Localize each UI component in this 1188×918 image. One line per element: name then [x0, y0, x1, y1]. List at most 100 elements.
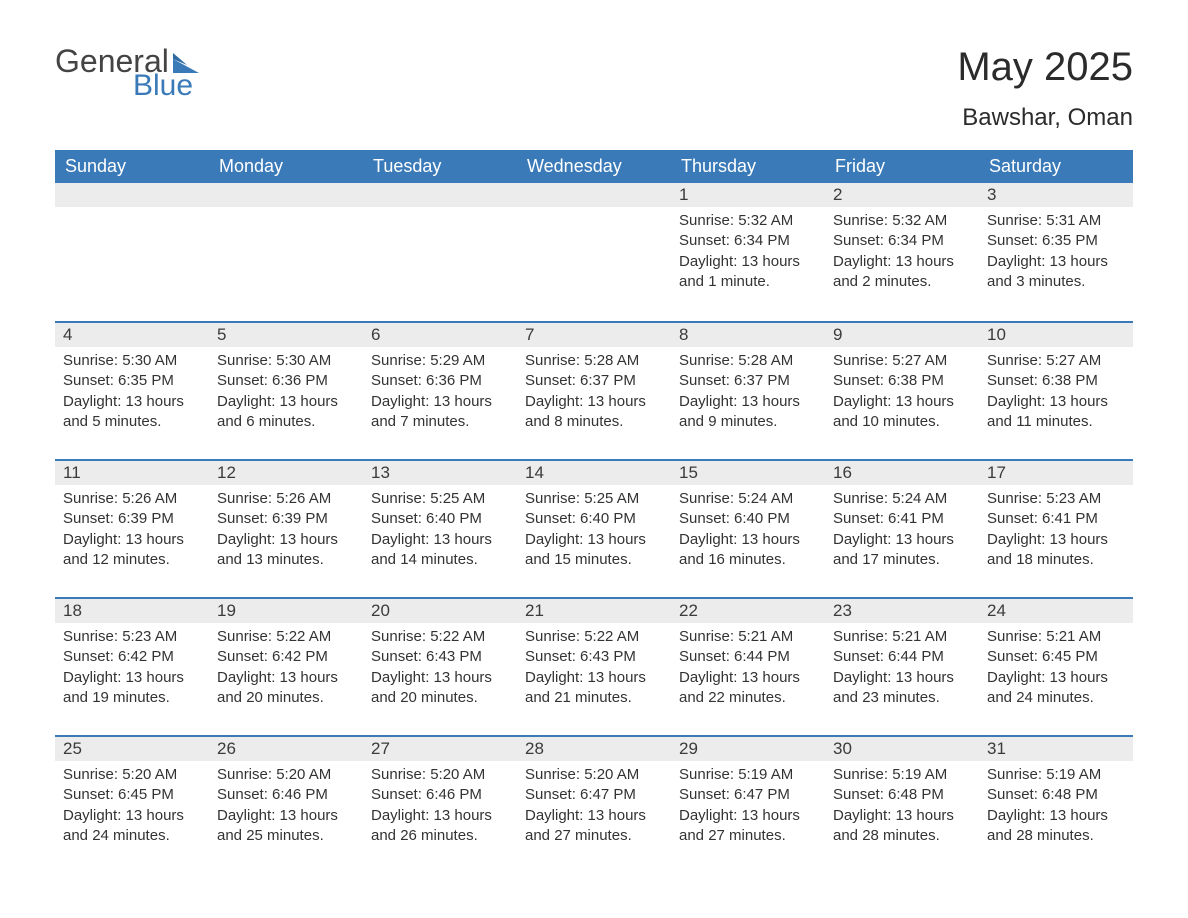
- weekday-header: Tuesday: [363, 150, 517, 183]
- sunrise-line: Sunrise: 5:32 AM: [679, 211, 817, 231]
- sunrise-line: Sunrise: 5:24 AM: [679, 489, 817, 509]
- calendar-empty-cell: [517, 183, 671, 321]
- daylight-line: Daylight: 13 hours and 13 minutes.: [217, 530, 355, 571]
- calendar-day-cell: 17Sunrise: 5:23 AMSunset: 6:41 PMDayligh…: [979, 459, 1133, 597]
- weekday-header: Wednesday: [517, 150, 671, 183]
- calendar-day-cell: 10Sunrise: 5:27 AMSunset: 6:38 PMDayligh…: [979, 321, 1133, 459]
- daylight-line: Daylight: 13 hours and 5 minutes.: [63, 392, 201, 433]
- empty-daynum-bar: [55, 183, 209, 207]
- sunrise-line: Sunrise: 5:19 AM: [679, 765, 817, 785]
- daylight-line: Daylight: 13 hours and 25 minutes.: [217, 806, 355, 847]
- calendar-day-cell: 29Sunrise: 5:19 AMSunset: 6:47 PMDayligh…: [671, 735, 825, 873]
- daylight-line: Daylight: 13 hours and 20 minutes.: [217, 668, 355, 709]
- sunrise-line: Sunrise: 5:20 AM: [525, 765, 663, 785]
- daylight-line: Daylight: 13 hours and 8 minutes.: [525, 392, 663, 433]
- day-number: 22: [671, 597, 825, 623]
- calendar-day-cell: 14Sunrise: 5:25 AMSunset: 6:40 PMDayligh…: [517, 459, 671, 597]
- sunset-line: Sunset: 6:42 PM: [63, 647, 201, 667]
- sunset-line: Sunset: 6:41 PM: [987, 509, 1125, 529]
- calendar-week-row: 11Sunrise: 5:26 AMSunset: 6:39 PMDayligh…: [55, 459, 1133, 597]
- day-body: Sunrise: 5:25 AMSunset: 6:40 PMDaylight:…: [517, 485, 671, 578]
- calendar-empty-cell: [363, 183, 517, 321]
- sunset-line: Sunset: 6:38 PM: [987, 371, 1125, 391]
- day-body: Sunrise: 5:20 AMSunset: 6:45 PMDaylight:…: [55, 761, 209, 854]
- sunset-line: Sunset: 6:44 PM: [833, 647, 971, 667]
- calendar-day-cell: 22Sunrise: 5:21 AMSunset: 6:44 PMDayligh…: [671, 597, 825, 735]
- sunrise-line: Sunrise: 5:26 AM: [63, 489, 201, 509]
- daylight-line: Daylight: 13 hours and 12 minutes.: [63, 530, 201, 571]
- calendar-day-cell: 21Sunrise: 5:22 AMSunset: 6:43 PMDayligh…: [517, 597, 671, 735]
- sunset-line: Sunset: 6:46 PM: [217, 785, 355, 805]
- sunset-line: Sunset: 6:44 PM: [679, 647, 817, 667]
- daylight-line: Daylight: 13 hours and 24 minutes.: [987, 668, 1125, 709]
- calendar-day-cell: 4Sunrise: 5:30 AMSunset: 6:35 PMDaylight…: [55, 321, 209, 459]
- sunset-line: Sunset: 6:39 PM: [217, 509, 355, 529]
- sunset-line: Sunset: 6:36 PM: [371, 371, 509, 391]
- day-number: 11: [55, 459, 209, 485]
- day-body: Sunrise: 5:22 AMSunset: 6:43 PMDaylight:…: [363, 623, 517, 716]
- day-number: 20: [363, 597, 517, 623]
- weekday-header: Monday: [209, 150, 363, 183]
- day-number: 18: [55, 597, 209, 623]
- sunrise-line: Sunrise: 5:21 AM: [833, 627, 971, 647]
- sunrise-line: Sunrise: 5:30 AM: [63, 351, 201, 371]
- day-number: 1: [671, 183, 825, 207]
- daylight-line: Daylight: 13 hours and 20 minutes.: [371, 668, 509, 709]
- day-body: Sunrise: 5:21 AMSunset: 6:44 PMDaylight:…: [825, 623, 979, 716]
- daylight-line: Daylight: 13 hours and 23 minutes.: [833, 668, 971, 709]
- day-number: 21: [517, 597, 671, 623]
- daylight-line: Daylight: 13 hours and 16 minutes.: [679, 530, 817, 571]
- sunrise-line: Sunrise: 5:30 AM: [217, 351, 355, 371]
- day-body: Sunrise: 5:20 AMSunset: 6:47 PMDaylight:…: [517, 761, 671, 854]
- sunset-line: Sunset: 6:43 PM: [371, 647, 509, 667]
- sunset-line: Sunset: 6:47 PM: [525, 785, 663, 805]
- calendar-day-cell: 30Sunrise: 5:19 AMSunset: 6:48 PMDayligh…: [825, 735, 979, 873]
- day-number: 6: [363, 321, 517, 347]
- daylight-line: Daylight: 13 hours and 11 minutes.: [987, 392, 1125, 433]
- day-body: Sunrise: 5:26 AMSunset: 6:39 PMDaylight:…: [55, 485, 209, 578]
- daylight-line: Daylight: 13 hours and 6 minutes.: [217, 392, 355, 433]
- sunrise-line: Sunrise: 5:26 AM: [217, 489, 355, 509]
- day-number: 16: [825, 459, 979, 485]
- calendar-week-row: 25Sunrise: 5:20 AMSunset: 6:45 PMDayligh…: [55, 735, 1133, 873]
- sunrise-line: Sunrise: 5:22 AM: [525, 627, 663, 647]
- daylight-line: Daylight: 13 hours and 17 minutes.: [833, 530, 971, 571]
- day-body: Sunrise: 5:21 AMSunset: 6:44 PMDaylight:…: [671, 623, 825, 716]
- day-body: Sunrise: 5:32 AMSunset: 6:34 PMDaylight:…: [825, 207, 979, 300]
- day-number: 26: [209, 735, 363, 761]
- sunset-line: Sunset: 6:37 PM: [525, 371, 663, 391]
- day-body: Sunrise: 5:25 AMSunset: 6:40 PMDaylight:…: [363, 485, 517, 578]
- daylight-line: Daylight: 13 hours and 28 minutes.: [833, 806, 971, 847]
- logo-text-blue: Blue: [133, 71, 199, 101]
- sunset-line: Sunset: 6:42 PM: [217, 647, 355, 667]
- sunrise-line: Sunrise: 5:20 AM: [371, 765, 509, 785]
- calendar-day-cell: 8Sunrise: 5:28 AMSunset: 6:37 PMDaylight…: [671, 321, 825, 459]
- day-number: 17: [979, 459, 1133, 485]
- calendar-day-cell: 20Sunrise: 5:22 AMSunset: 6:43 PMDayligh…: [363, 597, 517, 735]
- daylight-line: Daylight: 13 hours and 15 minutes.: [525, 530, 663, 571]
- calendar-day-cell: 1Sunrise: 5:32 AMSunset: 6:34 PMDaylight…: [671, 183, 825, 321]
- sunrise-line: Sunrise: 5:27 AM: [987, 351, 1125, 371]
- day-number: 23: [825, 597, 979, 623]
- sunrise-line: Sunrise: 5:31 AM: [987, 211, 1125, 231]
- day-body: Sunrise: 5:22 AMSunset: 6:42 PMDaylight:…: [209, 623, 363, 716]
- day-body: Sunrise: 5:28 AMSunset: 6:37 PMDaylight:…: [517, 347, 671, 440]
- daylight-line: Daylight: 13 hours and 7 minutes.: [371, 392, 509, 433]
- day-body: Sunrise: 5:30 AMSunset: 6:35 PMDaylight:…: [55, 347, 209, 440]
- day-body: Sunrise: 5:27 AMSunset: 6:38 PMDaylight:…: [825, 347, 979, 440]
- day-number: 19: [209, 597, 363, 623]
- day-body: Sunrise: 5:19 AMSunset: 6:48 PMDaylight:…: [825, 761, 979, 854]
- daylight-line: Daylight: 13 hours and 10 minutes.: [833, 392, 971, 433]
- day-number: 25: [55, 735, 209, 761]
- calendar-day-cell: 31Sunrise: 5:19 AMSunset: 6:48 PMDayligh…: [979, 735, 1133, 873]
- sunset-line: Sunset: 6:40 PM: [679, 509, 817, 529]
- sunrise-line: Sunrise: 5:22 AM: [217, 627, 355, 647]
- calendar-empty-cell: [55, 183, 209, 321]
- sunrise-line: Sunrise: 5:25 AM: [371, 489, 509, 509]
- calendar-day-cell: 26Sunrise: 5:20 AMSunset: 6:46 PMDayligh…: [209, 735, 363, 873]
- daylight-line: Daylight: 13 hours and 14 minutes.: [371, 530, 509, 571]
- calendar-day-cell: 23Sunrise: 5:21 AMSunset: 6:44 PMDayligh…: [825, 597, 979, 735]
- empty-daynum-bar: [363, 183, 517, 207]
- sunset-line: Sunset: 6:39 PM: [63, 509, 201, 529]
- day-number: 4: [55, 321, 209, 347]
